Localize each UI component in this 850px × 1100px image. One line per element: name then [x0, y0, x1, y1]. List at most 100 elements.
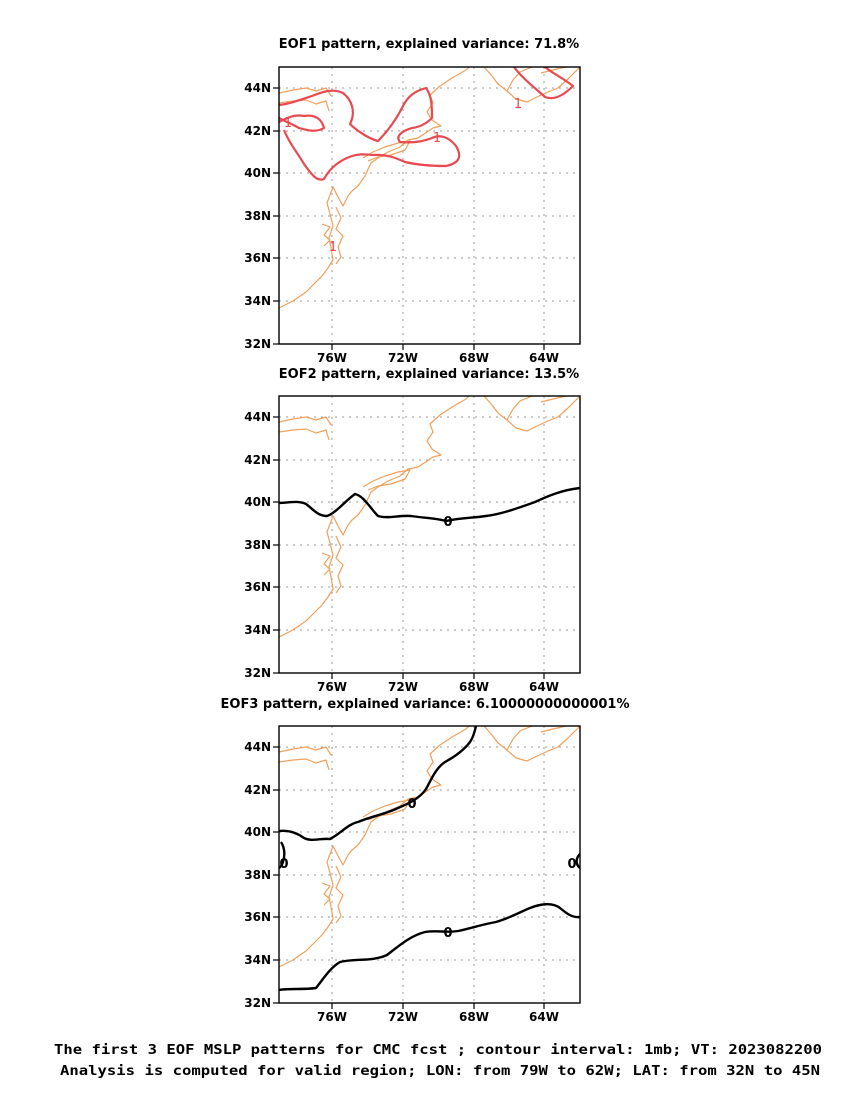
coastline-path — [279, 758, 330, 771]
coastline-path — [321, 882, 331, 906]
panel-eof3: EOF3 pattern, explained variance: 6.1000… — [221, 697, 630, 1024]
contour-line — [279, 486, 580, 523]
coastline-path — [279, 396, 470, 638]
coastline-path — [362, 799, 411, 821]
contour-label: 1 — [433, 131, 441, 146]
lon-axis: 76W 72W 68W 64W — [317, 344, 559, 365]
coastline-path — [321, 223, 331, 247]
caption-line-1: The first 3 EOF MSLP patterns for CMC fc… — [54, 1043, 822, 1058]
coastline-path — [483, 726, 580, 762]
lat-tick-label: 42N — [244, 453, 271, 467]
panel-eof1: EOF1 pattern, explained variance: 71.8% — [244, 37, 581, 365]
coastline-path — [540, 396, 567, 403]
contour-label: 0 — [443, 515, 452, 530]
lat-tick-label: 32N — [244, 666, 271, 680]
panel-title: EOF2 pattern, explained variance: 13.5% — [279, 367, 579, 382]
panel-title: EOF3 pattern, explained variance: 6.1000… — [221, 697, 630, 712]
lon-tick-label: 64W — [529, 1010, 559, 1024]
lon-tick-label: 68W — [459, 680, 489, 694]
contour-label: 1 — [514, 97, 522, 112]
coastline-path — [335, 535, 344, 594]
coastline — [279, 396, 580, 638]
lat-tick-label: 38N — [244, 209, 271, 223]
map-background — [279, 67, 580, 344]
caption-line-2: Analysis is computed for valid region; L… — [60, 1064, 820, 1079]
lat-tick-label: 32N — [244, 337, 271, 351]
coastline-path — [279, 87, 332, 97]
lat-tick-label: 36N — [244, 910, 271, 924]
lon-tick-label: 76W — [317, 1010, 347, 1024]
lat-tick-label: 40N — [244, 166, 271, 180]
coastline-path — [506, 67, 533, 92]
contour-labels: 1 1 1 1 — [284, 97, 522, 255]
map-area: 0 0 0 0 — [278, 725, 581, 1004]
contours — [279, 486, 580, 523]
gridlines — [279, 726, 580, 1003]
map-background — [279, 726, 580, 1003]
coastline-path — [483, 67, 580, 103]
lat-axis: 44N 42N 40N 38N 36N 34N 32N — [244, 81, 279, 351]
map-background — [279, 396, 580, 673]
contour-line — [513, 67, 575, 100]
coastline-path — [506, 726, 533, 751]
lon-tick-label: 64W — [529, 351, 559, 365]
coastline-path — [483, 396, 580, 432]
coastline — [279, 67, 580, 309]
lat-axis: 44N 42N 40N 38N 36N 34N 32N — [244, 410, 279, 680]
lon-tick-label: 72W — [388, 680, 418, 694]
contour-label: 0 — [407, 797, 416, 812]
lon-tick-label: 72W — [388, 351, 418, 365]
coastline-path — [362, 140, 411, 162]
lat-tick-label: 44N — [244, 81, 271, 95]
lon-tick-label: 76W — [317, 351, 347, 365]
coastline-path — [279, 416, 332, 426]
lat-tick-label: 36N — [244, 251, 271, 265]
lat-tick-label: 32N — [244, 996, 271, 1010]
coastline-path — [321, 552, 331, 576]
lon-tick-label: 76W — [317, 680, 347, 694]
lat-tick-label: 34N — [244, 623, 271, 637]
coastline-path — [335, 865, 344, 924]
coastline-path — [540, 726, 567, 733]
lat-axis: 44N 42N 40N 38N 36N 34N 32N — [244, 740, 279, 1010]
gridlines — [279, 396, 580, 673]
lat-tick-label: 38N — [244, 538, 271, 552]
figure-caption: The first 3 EOF MSLP patterns for CMC fc… — [54, 1043, 822, 1079]
lat-tick-label: 34N — [244, 953, 271, 967]
lat-tick-label: 44N — [244, 410, 271, 424]
coastline-path — [279, 726, 470, 968]
coastline-path — [335, 206, 344, 265]
contour-line — [575, 853, 580, 869]
coastline — [279, 726, 580, 968]
contour-line — [279, 114, 326, 132]
lat-tick-label: 40N — [244, 825, 271, 839]
panel-title: EOF1 pattern, explained variance: 71.8% — [279, 37, 579, 52]
contour-label: 0 — [443, 926, 452, 941]
map-area: 1 1 1 1 — [278, 66, 581, 345]
coastline-path — [279, 99, 330, 112]
coastline-path — [540, 67, 567, 74]
contour-line — [279, 726, 478, 842]
panel-eof2: EOF2 pattern, explained variance: 13.5% — [244, 367, 581, 694]
contour-label: 1 — [284, 116, 292, 131]
lon-tick-label: 68W — [459, 1010, 489, 1024]
lat-tick-label: 42N — [244, 124, 271, 138]
coastline-path — [279, 67, 470, 309]
contour-line — [279, 903, 580, 992]
lon-axis: 76W 72W 68W 64W — [317, 673, 559, 694]
lon-tick-label: 68W — [459, 351, 489, 365]
coastline-path — [362, 469, 411, 491]
coastline-path — [279, 428, 330, 441]
contour-label: 0 — [567, 857, 576, 872]
map-area: 0 — [278, 395, 581, 674]
map-frame — [278, 395, 581, 674]
lon-tick-label: 72W — [388, 1010, 418, 1024]
contour-label: 0 — [279, 857, 288, 872]
contour-label: 1 — [329, 240, 337, 255]
coastline-path — [506, 396, 533, 421]
lon-tick-label: 64W — [529, 680, 559, 694]
lon-axis: 76W 72W 68W 64W — [317, 1003, 559, 1024]
contour-labels: 0 — [443, 515, 452, 530]
lat-tick-label: 42N — [244, 783, 271, 797]
